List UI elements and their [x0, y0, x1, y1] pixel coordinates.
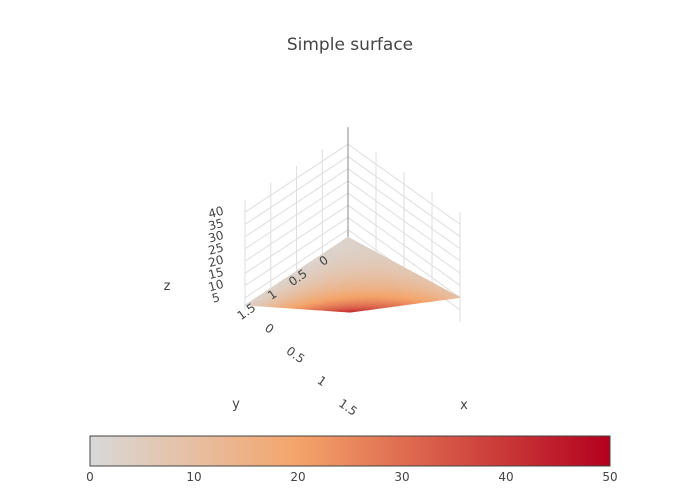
- colorbar-tick-label: 10: [186, 470, 201, 484]
- x-tick-label: 0: [262, 321, 276, 337]
- grid-lines: [244, 127, 461, 322]
- surface-patch: [345, 310, 355, 313]
- colorbar-tick-label: 40: [498, 470, 513, 484]
- colorbar-gradient: [89, 435, 611, 467]
- x-tick-label: 0.5: [284, 344, 308, 366]
- y-axis-label: y: [232, 397, 240, 412]
- colorbar-tick-label: 0: [86, 470, 94, 484]
- z-tick-label: 40: [207, 204, 225, 221]
- surface-mesh[interactable]: [244, 236, 461, 313]
- colorbar-tick-label: 30: [394, 470, 409, 484]
- z-tick-label: 20: [207, 253, 225, 270]
- x-tick-label: 1: [315, 373, 329, 389]
- z-tick-label: 5: [210, 290, 221, 306]
- z-tick-label: 15: [207, 265, 225, 282]
- z-axis-label: z: [164, 279, 171, 294]
- z-tick-label: 30: [207, 228, 225, 245]
- x-axis-label: x: [460, 398, 468, 413]
- z-tick-label: 10: [207, 277, 225, 294]
- colorbar-tick-label: 50: [602, 470, 617, 484]
- colorbar-tick-label: 20: [290, 470, 305, 484]
- colorbar-ticks: 0 10 20 30 40 50: [86, 470, 617, 484]
- chart-title: Simple surface: [287, 35, 413, 55]
- z-tick-label: 25: [207, 240, 225, 257]
- z-tick-label: 35: [207, 216, 225, 233]
- colorbar: 0 10 20 30 40 50: [86, 435, 618, 484]
- x-tick-label: 1.5: [336, 396, 360, 418]
